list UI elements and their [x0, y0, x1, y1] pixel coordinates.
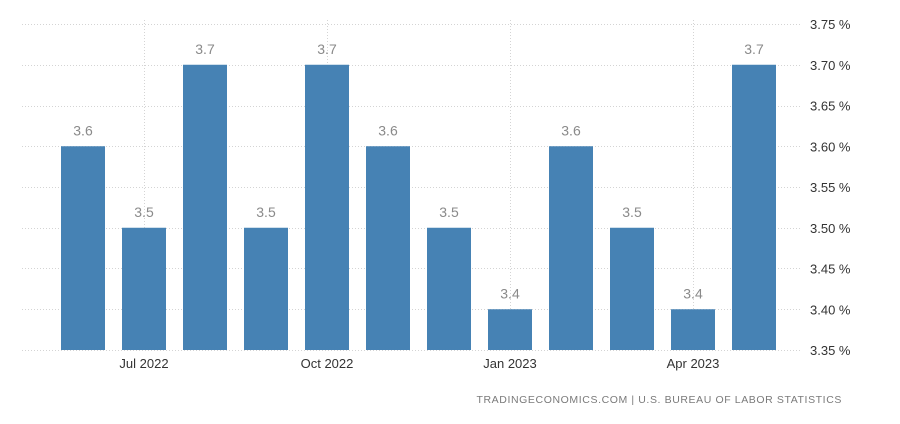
x-tick-label: Jul 2022 [119, 356, 168, 371]
y-tick-label: 3.60 % [810, 139, 851, 154]
data-label: 3.5 [439, 204, 459, 220]
data-labels: 3.6 3.5 3.7 3.5 3.7 3.6 3.5 3.4 3.6 3.5 3.4 3.7 [73, 41, 764, 302]
bar [427, 227, 471, 350]
bar [61, 146, 105, 350]
bar [244, 227, 288, 350]
bar [732, 64, 776, 350]
source-credit: TRADINGECONOMICS.COM | U.S. BUREAU OF LA… [476, 394, 842, 406]
data-label: 3.4 [500, 285, 520, 301]
data-label: 3.7 [744, 41, 764, 57]
bar [122, 227, 166, 350]
bars [61, 64, 776, 350]
y-tick-label: 3.55 % [810, 180, 851, 195]
data-label: 3.7 [195, 41, 215, 57]
bar [183, 64, 227, 350]
x-tick-label: Oct 2022 [301, 356, 354, 371]
y-axis: 3.35 % 3.40 % 3.45 % 3.50 % 3.55 % 3.60 % 3.65… [810, 17, 851, 358]
bar [488, 309, 532, 350]
bar [366, 146, 410, 350]
data-label: 3.5 [622, 204, 642, 220]
x-tick-label: Jan 2023 [483, 356, 537, 371]
bar [610, 227, 654, 350]
x-axis: Jul 2022 Oct 2022 Jan 2023 Apr 2023 [119, 356, 719, 371]
y-tick-label: 3.40 % [810, 302, 851, 317]
bar [671, 309, 715, 350]
bar [305, 64, 349, 350]
y-tick-label: 3.50 % [810, 221, 851, 236]
bar [549, 146, 593, 350]
data-label: 3.6 [378, 122, 398, 138]
y-tick-label: 3.35 % [810, 343, 851, 358]
data-label: 3.6 [73, 122, 93, 138]
x-tick-label: Apr 2023 [667, 356, 720, 371]
data-label: 3.4 [683, 285, 703, 301]
data-label: 3.6 [561, 122, 581, 138]
y-tick-label: 3.75 % [810, 17, 851, 32]
data-label: 3.5 [134, 204, 154, 220]
data-label: 3.7 [317, 41, 337, 57]
y-tick-label: 3.45 % [810, 262, 851, 277]
y-tick-label: 3.70 % [810, 58, 851, 73]
y-tick-label: 3.65 % [810, 99, 851, 114]
data-label: 3.5 [256, 204, 276, 220]
